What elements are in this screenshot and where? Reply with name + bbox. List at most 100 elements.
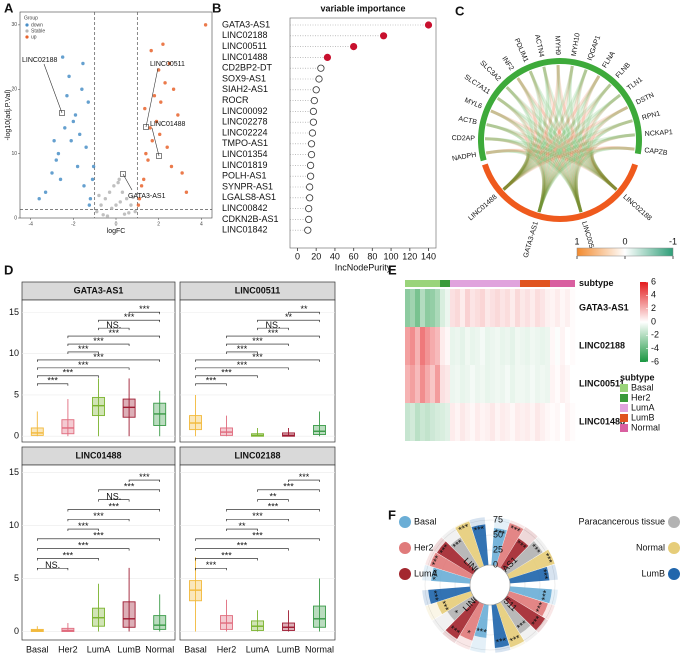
chord bbox=[505, 86, 618, 191]
point bbox=[97, 193, 101, 198]
cell bbox=[415, 289, 421, 327]
colorbar-label: 6 bbox=[651, 276, 656, 286]
chord bbox=[590, 133, 635, 191]
chord bbox=[556, 64, 618, 191]
point bbox=[139, 184, 144, 188]
cell bbox=[480, 365, 486, 403]
cell bbox=[545, 289, 551, 327]
point bbox=[169, 164, 174, 169]
cell bbox=[505, 327, 511, 365]
chord bbox=[486, 123, 618, 191]
chord bbox=[574, 146, 635, 213]
bracket bbox=[67, 509, 160, 512]
point bbox=[133, 209, 137, 214]
bracket bbox=[226, 351, 258, 354]
cell bbox=[445, 327, 451, 365]
cell bbox=[465, 327, 471, 365]
significance: *** bbox=[538, 568, 550, 581]
node-label: MYH10 bbox=[571, 33, 582, 57]
cell bbox=[565, 365, 571, 403]
point bbox=[80, 87, 84, 91]
significance: *** bbox=[299, 472, 310, 482]
point bbox=[118, 200, 122, 204]
point bbox=[127, 211, 131, 215]
significance: *** bbox=[494, 527, 507, 539]
chord bbox=[502, 83, 612, 191]
significance: ** bbox=[300, 304, 308, 314]
x-tick-label: LumA bbox=[87, 644, 111, 654]
bar bbox=[428, 586, 471, 604]
cell bbox=[560, 327, 566, 365]
bar bbox=[447, 595, 476, 621]
point bbox=[82, 184, 86, 188]
colorbar bbox=[576, 247, 674, 257]
cell bbox=[510, 403, 516, 441]
bar bbox=[431, 567, 471, 584]
chord bbox=[502, 65, 574, 191]
leader-line bbox=[145, 67, 159, 128]
cell bbox=[550, 289, 556, 327]
node-label: CAPZB bbox=[644, 147, 668, 157]
subtype-label: subtype bbox=[579, 278, 614, 288]
significance: NS. bbox=[265, 320, 280, 330]
point bbox=[103, 196, 108, 201]
chord bbox=[537, 75, 601, 213]
point bbox=[149, 48, 153, 53]
panel-letter: D bbox=[4, 262, 13, 277]
chord bbox=[576, 69, 618, 191]
cell bbox=[570, 289, 576, 327]
cell bbox=[485, 365, 491, 403]
significance: * bbox=[450, 608, 460, 617]
chord bbox=[516, 77, 583, 213]
box bbox=[30, 427, 44, 436]
legend-swatch bbox=[399, 516, 411, 528]
cell bbox=[455, 289, 461, 327]
point bbox=[124, 196, 129, 201]
cell bbox=[470, 365, 476, 403]
significance: *** bbox=[540, 589, 552, 602]
chord bbox=[537, 69, 588, 213]
cell bbox=[565, 327, 571, 365]
panel-letter: C bbox=[455, 3, 465, 18]
cell bbox=[445, 403, 451, 441]
bracket bbox=[128, 311, 160, 315]
category-label: LINC02188 bbox=[222, 30, 268, 40]
node-label: NADPH bbox=[452, 152, 477, 163]
cell bbox=[525, 327, 531, 365]
bracket bbox=[37, 558, 99, 561]
significance: *** bbox=[93, 531, 104, 541]
bracket bbox=[37, 367, 130, 370]
cell bbox=[545, 365, 551, 403]
significance: * bbox=[465, 628, 473, 639]
x-tick-label: 40 bbox=[330, 251, 340, 261]
bracket bbox=[226, 343, 289, 347]
point bbox=[171, 87, 176, 91]
cell bbox=[560, 365, 566, 403]
point bbox=[52, 139, 56, 143]
target-box bbox=[143, 124, 149, 130]
x-tick-label: 80 bbox=[367, 251, 377, 261]
bracket bbox=[37, 383, 69, 386]
colorbar-label: -4 bbox=[651, 343, 659, 353]
point bbox=[176, 113, 180, 117]
bracket bbox=[195, 359, 320, 362]
legend-label: LumB bbox=[631, 412, 655, 422]
bracket bbox=[226, 335, 320, 339]
point bbox=[95, 209, 99, 214]
dot bbox=[309, 107, 317, 116]
cell bbox=[405, 289, 411, 327]
dot bbox=[304, 226, 312, 234]
category-label: LINC02278 bbox=[222, 117, 268, 127]
node-label: MYH9 bbox=[553, 36, 561, 56]
x-tick-label: LumB bbox=[117, 644, 141, 654]
significance: *** bbox=[508, 523, 522, 537]
cell bbox=[450, 403, 456, 441]
significance: ** bbox=[285, 312, 293, 322]
cell bbox=[540, 327, 546, 365]
bar bbox=[471, 524, 489, 566]
cell bbox=[505, 289, 511, 327]
significance: *** bbox=[47, 376, 58, 386]
dot bbox=[379, 32, 388, 40]
legend-swatch bbox=[620, 414, 628, 422]
